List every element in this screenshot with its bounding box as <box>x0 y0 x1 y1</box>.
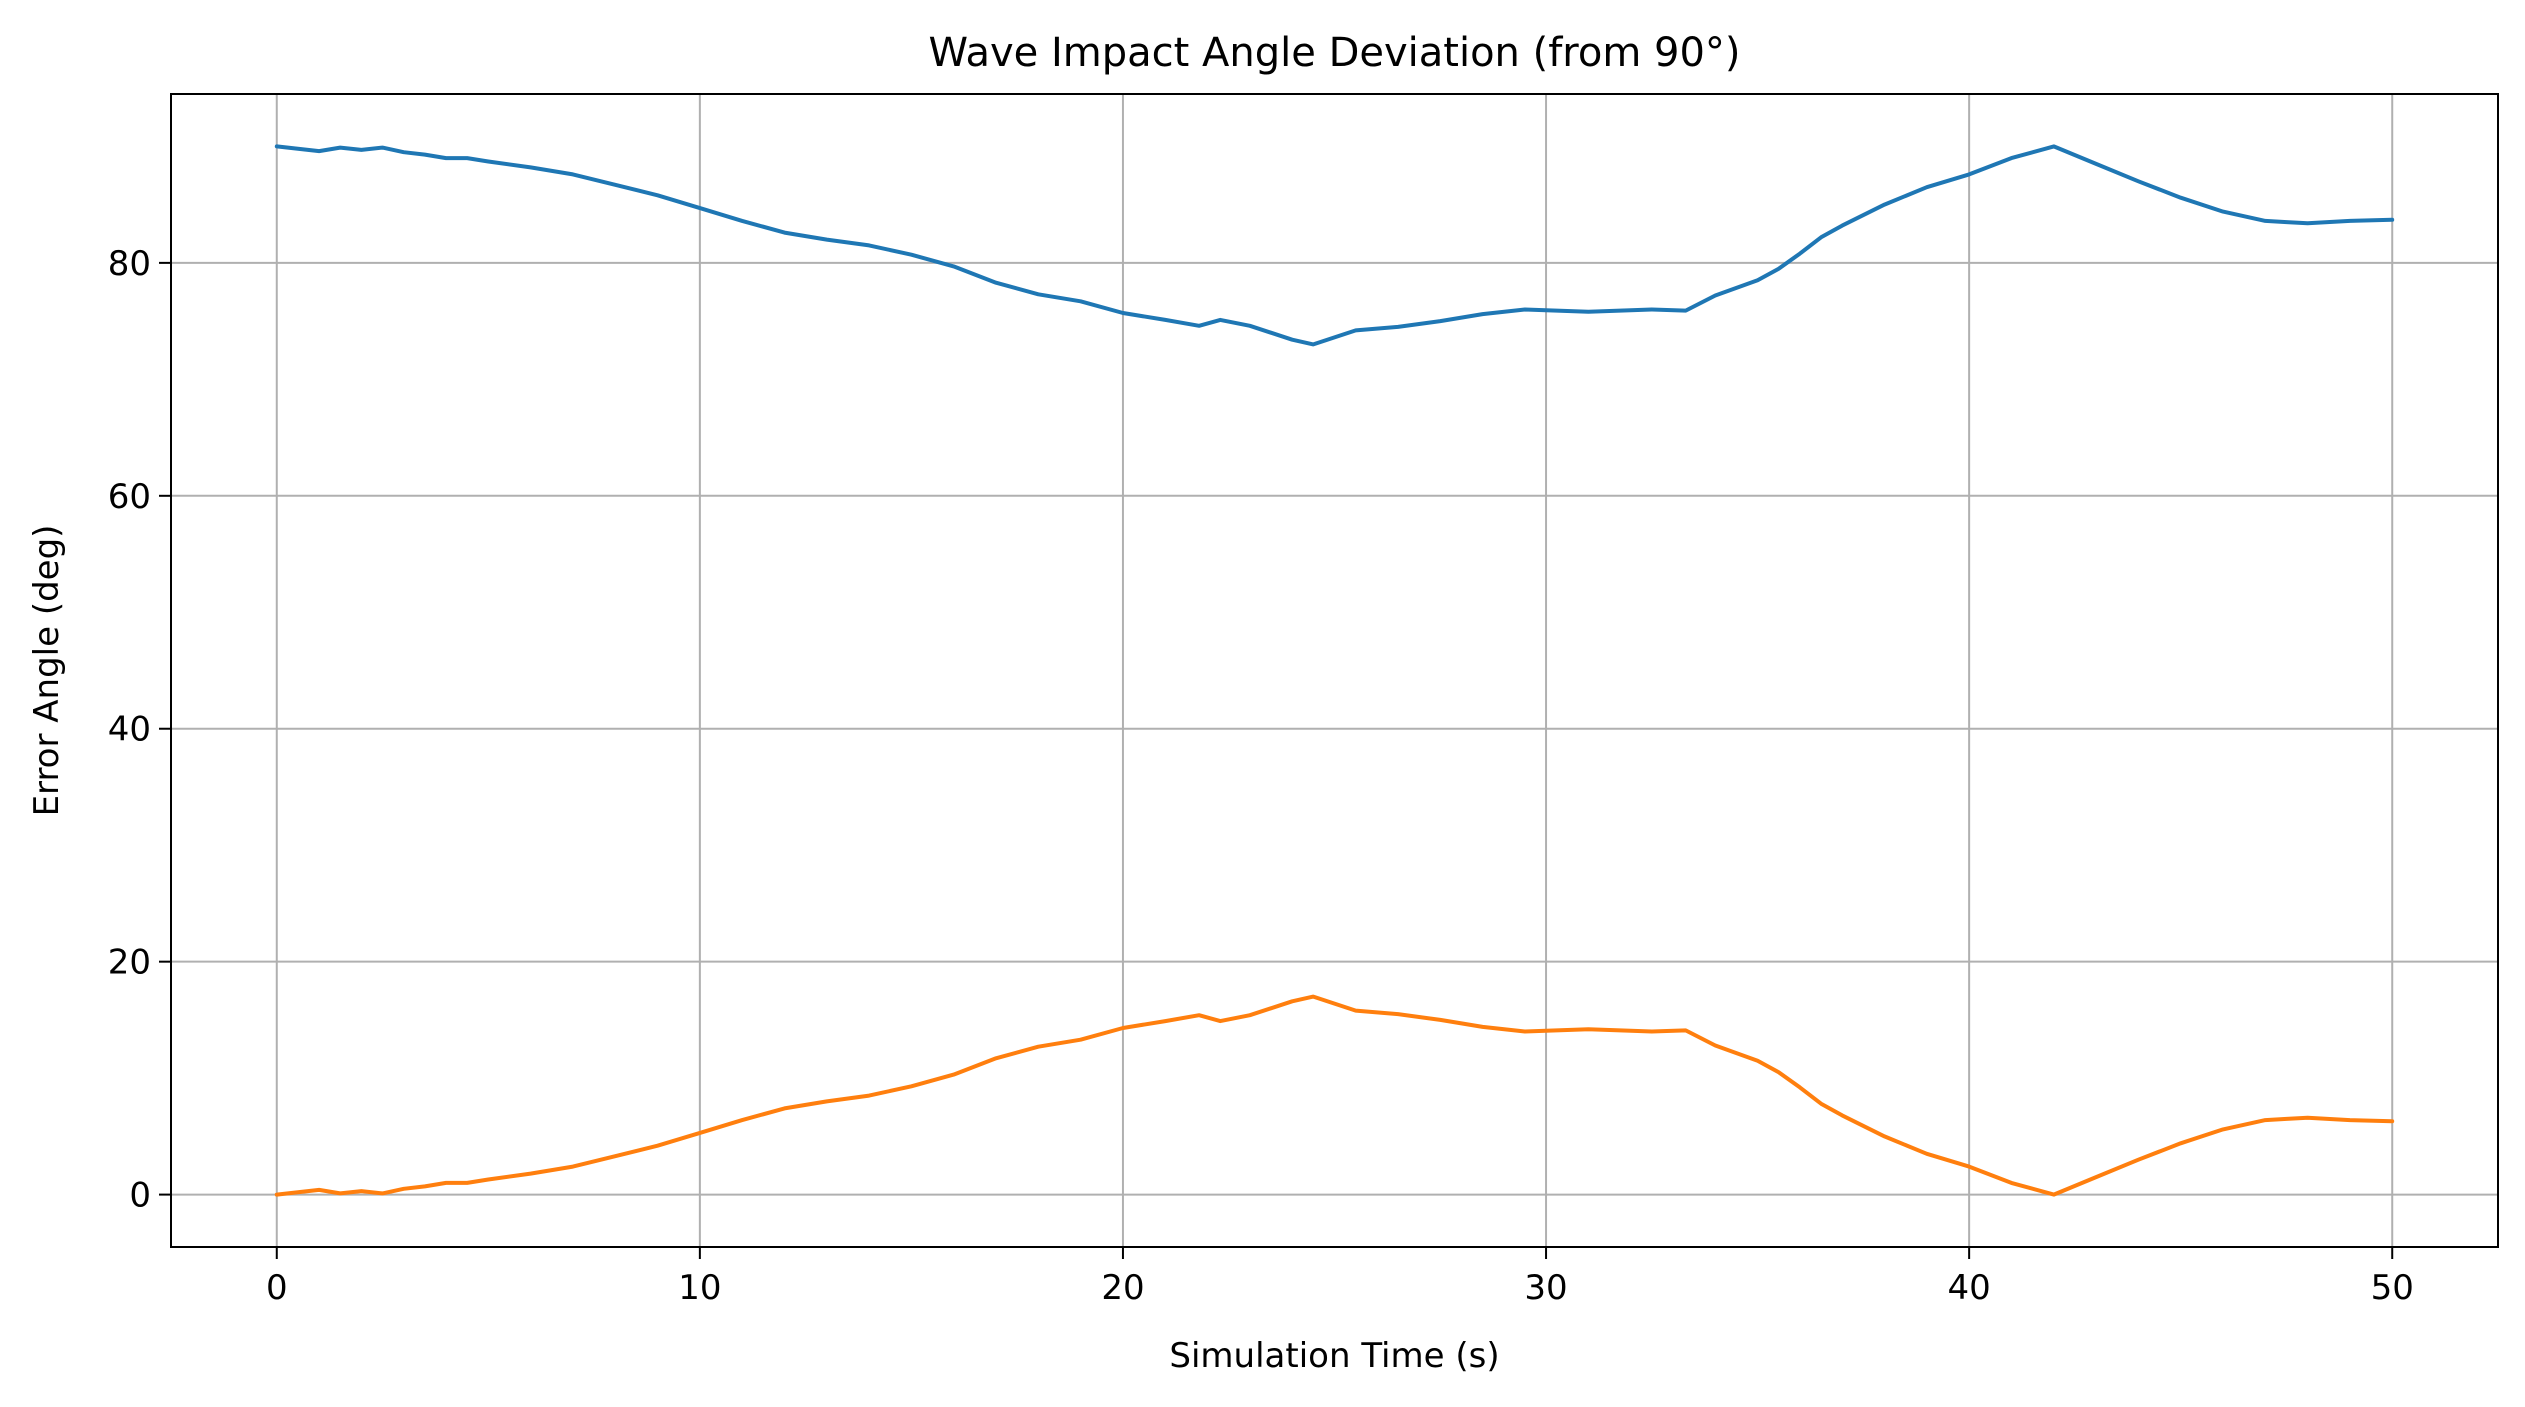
y-axis-label: Error Angle (deg) <box>27 525 67 817</box>
x-tick-label: 10 <box>678 1268 721 1308</box>
series-line-2 <box>274 994 2395 1197</box>
chart-title: Wave Impact Angle Deviation (from 90°) <box>928 30 1740 76</box>
x-tick-label: 30 <box>1524 1268 1567 1308</box>
y-tick-label: 60 <box>108 477 151 517</box>
grid <box>171 94 2498 1247</box>
series-line-1 <box>274 144 2395 347</box>
axes-frame <box>170 93 2499 1248</box>
x-axis-label: Simulation Time (s) <box>1169 1336 1499 1376</box>
y-tick-label: 20 <box>108 943 151 983</box>
series-group <box>274 144 2395 1197</box>
x-tick-label: 20 <box>1101 1268 1144 1308</box>
ticks: 0 10 20 30 40 50 0 20 40 60 80 <box>108 244 2414 1308</box>
x-tick-label: 0 <box>266 1268 288 1308</box>
y-tick-label: 80 <box>108 244 151 284</box>
x-tick-label: 40 <box>1948 1268 1991 1308</box>
y-tick-label: 40 <box>108 710 151 750</box>
y-tick-label: 0 <box>129 1176 151 1216</box>
x-tick-label: 50 <box>2371 1268 2414 1308</box>
